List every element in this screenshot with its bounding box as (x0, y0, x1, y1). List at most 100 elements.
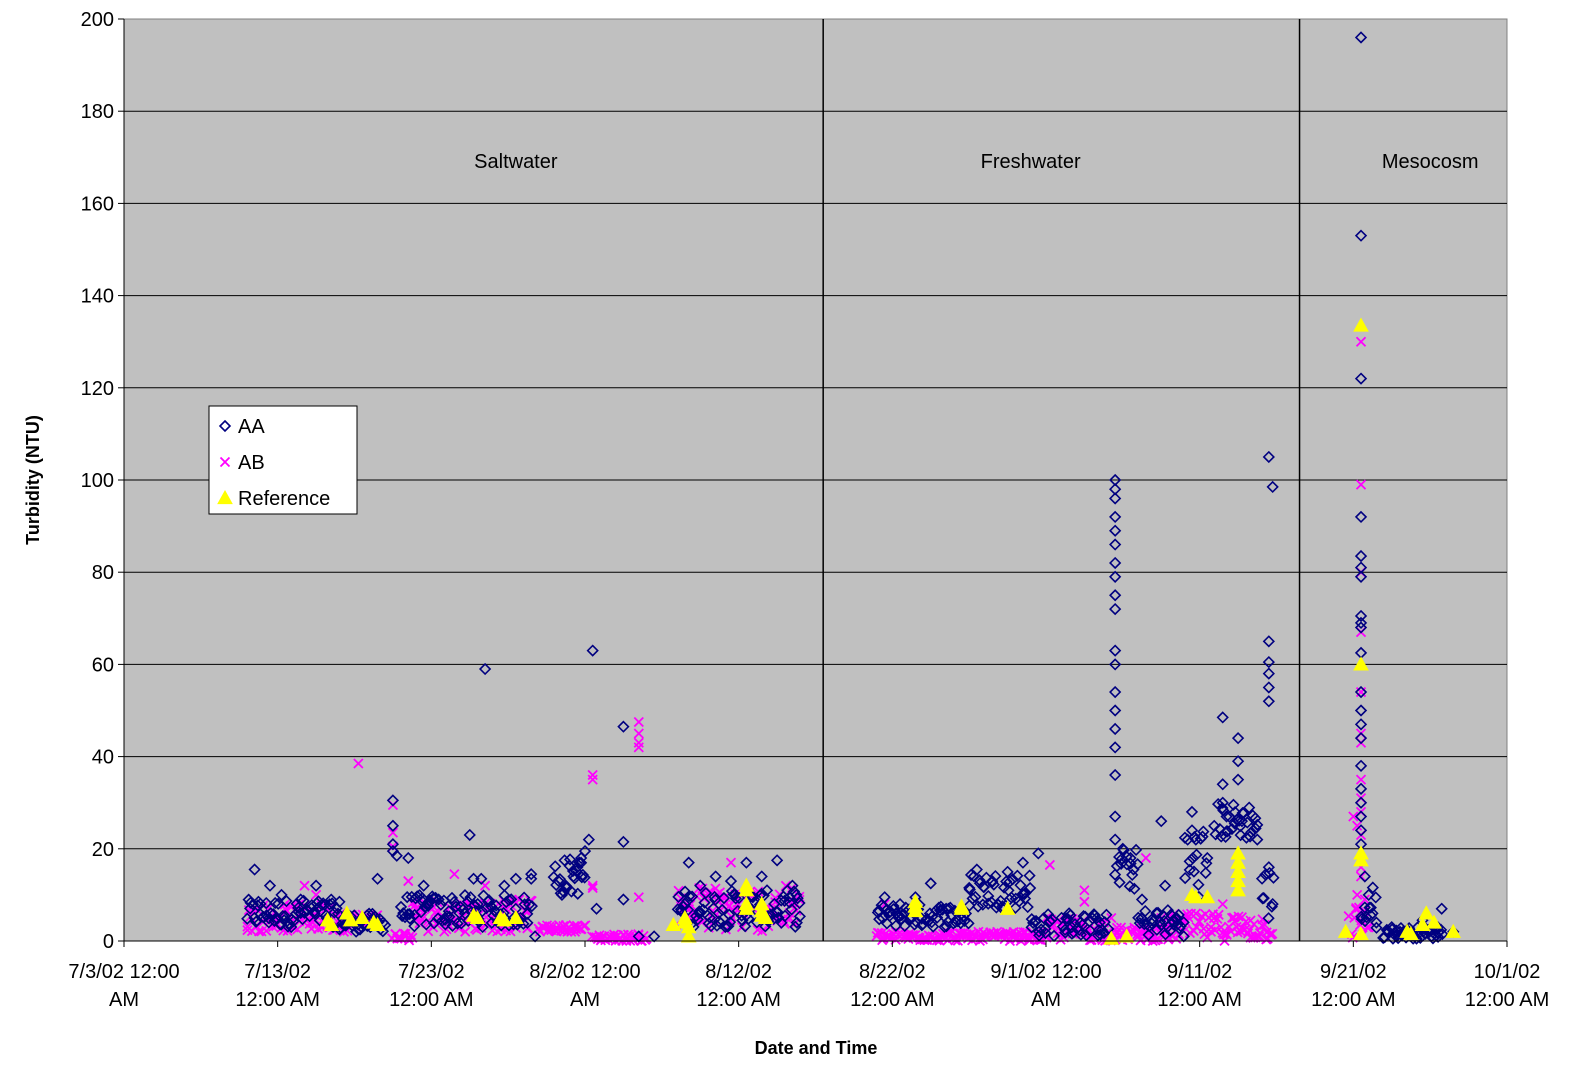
series-aa-point (893, 897, 907, 911)
series-reference-point (1445, 923, 1462, 938)
series-ab-point (580, 920, 591, 931)
series-reference (319, 317, 1462, 945)
series-aa-point (390, 849, 403, 862)
series-aa-point (791, 892, 804, 905)
series-aa-point (421, 897, 434, 911)
series-aa-point (887, 903, 900, 916)
series-aa-point (939, 902, 953, 915)
series-aa-point (418, 900, 432, 914)
series-reference-point (1353, 656, 1369, 671)
series-aa-point (889, 919, 903, 932)
series-aa-point (1354, 718, 1368, 731)
series-aa-point (1185, 824, 1199, 837)
series-aa-point (1109, 722, 1122, 736)
series-aa-point (445, 891, 459, 905)
series-aa-point (1354, 782, 1368, 796)
series-aa-point (571, 887, 584, 900)
series-aa-point (451, 917, 464, 930)
series-aa-point (263, 879, 277, 892)
series-aa-point (617, 835, 630, 849)
series-aa-point (1231, 732, 1245, 745)
series-aa-point (1255, 872, 1269, 885)
series-aa-point (877, 900, 891, 913)
series-aa-point (549, 860, 562, 873)
series-reference-point (1337, 923, 1354, 938)
series-aa-point (578, 871, 591, 884)
series-aa-point (1267, 871, 1280, 884)
series-aa-point (694, 906, 707, 919)
series-aa-point (509, 872, 522, 885)
series-aa-point (772, 911, 785, 924)
series-aa-point (1073, 923, 1086, 937)
series-aa-point (386, 819, 400, 832)
series-aa-point (689, 910, 703, 923)
series-aa-point (1102, 922, 1115, 936)
series-aa-point (672, 890, 685, 904)
series-aa-point (729, 892, 742, 905)
series-ab-point (460, 926, 471, 937)
series-reference-point (1414, 916, 1431, 931)
series-aa-point (964, 868, 978, 882)
series-aa-point (1113, 876, 1126, 889)
series-aa-point (292, 901, 305, 914)
series-aa-point (909, 915, 923, 928)
series-aa-point (977, 880, 991, 894)
series-aa-point (1109, 589, 1122, 602)
series-aa-point (1045, 913, 1059, 926)
series-reference-point (496, 912, 513, 927)
series-aa-point (1354, 549, 1368, 563)
series-aa-point (685, 890, 699, 903)
series-aa-point (1241, 816, 1254, 829)
series-aa-point (461, 895, 475, 908)
series-aa-point (1354, 759, 1368, 772)
x-tick-label: AM (570, 989, 600, 1011)
series-reference-point (953, 900, 970, 915)
y-tick-label: 140 (81, 286, 114, 308)
series-aa-point (1436, 928, 1449, 941)
series-aa-point (525, 899, 538, 913)
series-aa-point (1067, 926, 1080, 939)
legend-marker-reference (217, 489, 233, 505)
series-ab-point (587, 769, 598, 781)
series-aa-point (736, 914, 749, 927)
series-ab-point (1209, 924, 1221, 936)
series-reference-point (1118, 928, 1135, 943)
series-aa-point (1109, 833, 1122, 846)
series-reference-point (1187, 889, 1204, 904)
x-tick-label: 12:00 AM (1465, 989, 1550, 1011)
x-tick-label: 12:00 AM (1157, 989, 1242, 1011)
series-aa-point (1062, 907, 1076, 920)
series-aa-point (671, 903, 684, 916)
series-aa-point (1262, 681, 1275, 694)
series-aa-point (790, 888, 803, 902)
series-aa-point (563, 859, 576, 873)
series-aa-point (484, 900, 498, 913)
series-aa-point (443, 910, 456, 923)
series-aa-point (408, 920, 421, 933)
series-aa-point (1362, 888, 1375, 902)
x-tick-label: AM (109, 989, 139, 1011)
series-aa-point (969, 890, 982, 904)
x-tick-label: 8/12/02 (705, 961, 772, 983)
series-aa-point (1109, 768, 1122, 782)
series-aa-point (349, 925, 363, 938)
series-ab-point (1152, 933, 1164, 945)
series-ab-point (299, 880, 310, 891)
legend-label-ab: AB (238, 452, 265, 474)
series-aa-point (1354, 372, 1368, 385)
series-aa-point (1235, 815, 1249, 828)
series-ab-point (405, 929, 417, 941)
series-ab-point (1359, 894, 1370, 905)
series-aa-point (1251, 833, 1264, 846)
series-aa-point (895, 908, 909, 922)
series-ab-point (1217, 898, 1228, 910)
x-tick-label: 7/23/02 (398, 961, 465, 983)
series-ab-point (1355, 774, 1367, 785)
series-aa-point (276, 909, 289, 923)
x-tick-label: 12:00 AM (850, 989, 935, 1011)
series-aa-point (490, 899, 503, 912)
series-ab-point (1079, 885, 1090, 896)
series-aa-point (505, 893, 518, 906)
series-aa-point (1080, 929, 1093, 942)
series-aa-point (1262, 912, 1275, 925)
